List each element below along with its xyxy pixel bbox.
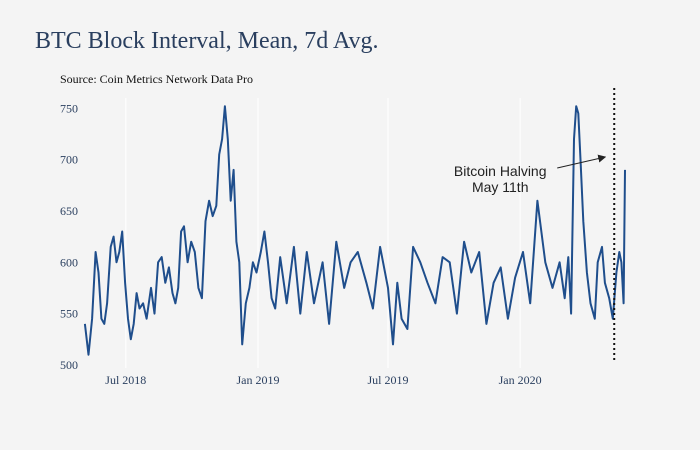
y-tick-label: 550 xyxy=(60,307,78,321)
x-axis: Jul 2018 Jan 2019 Jul 2019 Jan 2020 xyxy=(105,373,541,387)
y-tick-label: 600 xyxy=(60,255,78,269)
y-tick-label: 500 xyxy=(60,358,78,372)
y-tick-label: 700 xyxy=(60,153,78,167)
x-tick-label: Jul 2018 xyxy=(105,373,146,387)
series-line xyxy=(83,105,626,356)
y-axis: 500 550 600 650 700 750 xyxy=(60,101,78,372)
chart-source: Source: Coin Metrics Network Data Pro xyxy=(60,72,253,86)
chart-title: BTC Block Interval, Mean, 7d Avg. xyxy=(35,28,379,54)
y-tick-label: 750 xyxy=(60,101,78,115)
grid-lines xyxy=(125,98,521,368)
annotation-label: Bitcoin Halving xyxy=(454,163,547,179)
annotation-date: May 11th xyxy=(472,179,529,195)
x-tick-label: Jan 2019 xyxy=(236,373,279,387)
x-tick-label: Jul 2019 xyxy=(367,373,408,387)
x-tick-label: Jan 2020 xyxy=(499,373,542,387)
annotation-arrow xyxy=(557,154,607,169)
y-tick-label: 650 xyxy=(60,204,78,218)
